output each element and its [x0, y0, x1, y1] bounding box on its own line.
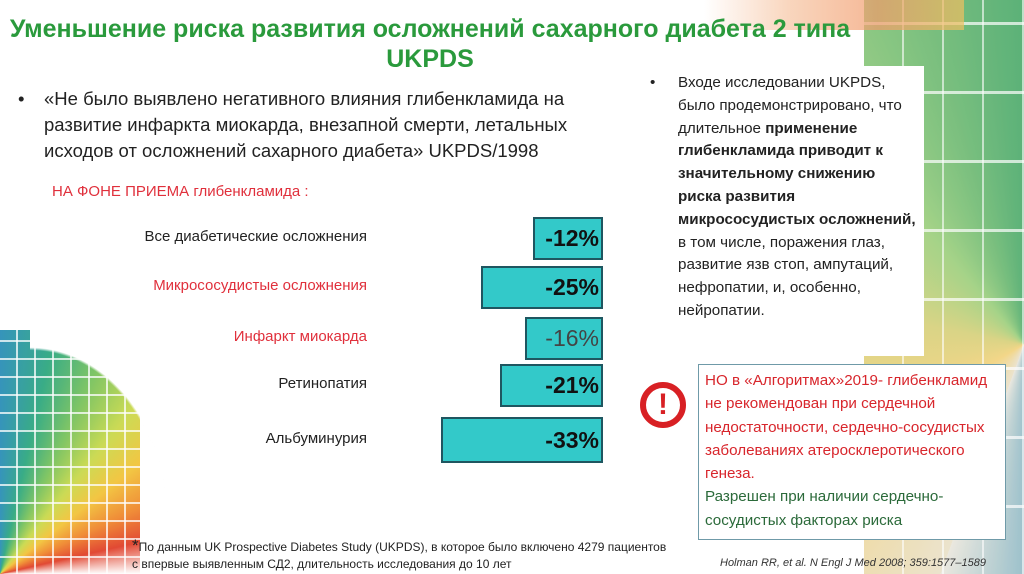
category-label: Ретинопатия [278, 375, 367, 392]
category-label: Альбуминурия [265, 430, 367, 447]
footnote-star: * [132, 536, 139, 555]
category-label: Все диабетические осложнения [144, 228, 368, 245]
study-summary-text: Входе исследовании UKPDS, было продемонс… [678, 72, 916, 323]
bar: -33% [441, 417, 603, 463]
category-label: Инфаркт миокарда [233, 328, 367, 345]
footnote-line2: с впервые выявленным СД2, длительность и… [132, 557, 512, 571]
warning-green-text: Разрешен при наличии сердечно-сосудистых… [705, 488, 944, 529]
warning-red-text: НО в «Алгоритмах»2019- глибенкламид не р… [705, 372, 988, 483]
summary-part-bold: применение глибенкламида приводит к знач… [678, 119, 916, 228]
exclamation-circle-icon: ! [640, 382, 686, 428]
category-label: Микрососудистые осложнения [153, 277, 367, 294]
footnote-text: По данным UK Prospective Diabetes Study … [138, 540, 667, 554]
bar: -25% [480, 265, 603, 309]
bar: -21% [500, 363, 603, 407]
summary-part: в том числе, поражения глаз, развитие яз… [678, 233, 894, 319]
chart-title: НА ФОНЕ ПРИЕМА глибенкламида : [52, 183, 309, 200]
bullet-icon: • [650, 74, 656, 91]
quote-bullet: • «Не было выявлено негативного влияния … [18, 86, 608, 164]
study-summary: • Входе исследовании UKPDS, было продемо… [634, 66, 924, 356]
summary-part: Входе исследовании UKPDS, было продемонс… [678, 74, 902, 137]
bar: -12% [533, 216, 603, 260]
decorative-background-left [0, 320, 190, 574]
warning-box: НО в «Алгоритмах»2019- глибенкламид не р… [698, 364, 1006, 540]
footnote-line1: *По данным UK Prospective Diabetes Study… [132, 536, 666, 556]
bar: -16% [524, 316, 603, 360]
quote-text: «Не было выявлено негативного влияния гл… [44, 88, 568, 161]
slide-title: Уменьшение риска развития осложнений сах… [9, 15, 851, 73]
decorative-background-top [704, 0, 964, 30]
bullet-icon: • [18, 88, 25, 109]
reference: Holman RR, et al. N Engl J Med 2008; 359… [720, 557, 986, 569]
